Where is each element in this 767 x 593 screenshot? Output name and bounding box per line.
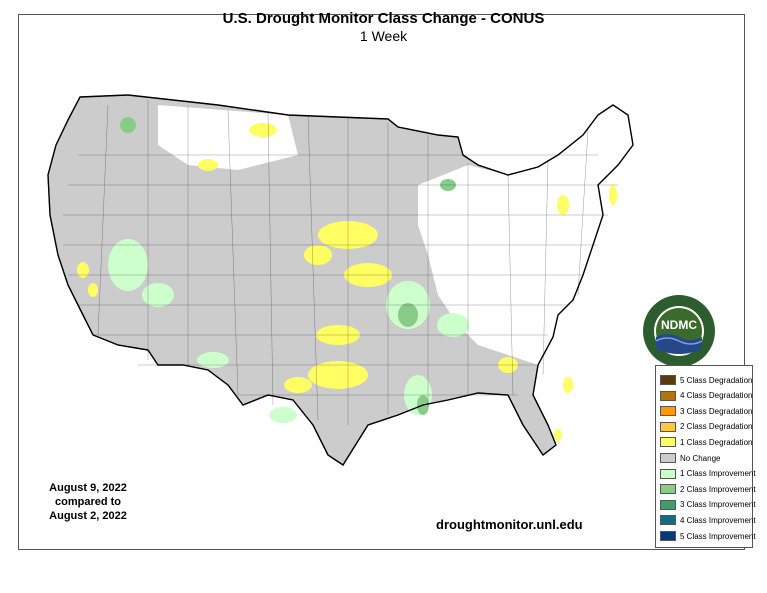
map-title: U.S. Drought Monitor Class Change - CONU… (222, 10, 545, 27)
legend-label: 4 Class Degradation (680, 391, 753, 401)
legend-item: 4 Class Improvement (660, 514, 756, 526)
logo-text: NDMC (661, 318, 697, 332)
legend-label: 5 Class Improvement (680, 531, 756, 541)
conus-map (47, 94, 634, 466)
legend-item: 2 Class Degradation (660, 421, 752, 433)
legend-swatch (660, 468, 676, 479)
legend-swatch (660, 515, 676, 526)
legend-swatch (660, 406, 676, 417)
legend: 5 Class Degradation 4 Class Degradation 3 … (655, 365, 756, 548)
legend-item: 3 Class Degradation (660, 405, 752, 417)
legend-label: 4 Class Improvement (680, 515, 756, 525)
legend-item: 1 Class Improvement (660, 468, 756, 480)
source-url[interactable]: droughtmonitor.unl.edu (436, 517, 583, 532)
legend-label: 2 Class Improvement (680, 484, 756, 494)
legend-item: 4 Class Degradation (660, 390, 752, 402)
legend-swatch (660, 421, 676, 432)
legend-swatch (660, 499, 676, 510)
date-previous: August 2, 2022 (49, 510, 127, 522)
legend-item: 1 Class Degradation (660, 436, 752, 448)
legend-swatch (660, 453, 676, 463)
legend-swatch (660, 437, 676, 448)
date-comparison: August 9, 2022 compared to August 2, 202… (28, 481, 148, 523)
legend-swatch (660, 484, 676, 495)
ndmc-logo: NDMC (643, 295, 715, 367)
legend-label: 5 Class Degradation (680, 375, 753, 385)
legend-label: 3 Class Improvement (680, 500, 756, 510)
legend-swatch (660, 531, 676, 541)
legend-swatch (660, 375, 676, 385)
legend-item: No Change (660, 452, 720, 464)
legend-item: 3 Class Improvement (660, 499, 756, 511)
legend-label: No Change (680, 453, 721, 463)
legend-swatch (660, 390, 676, 401)
legend-item: 5 Class Improvement (660, 530, 756, 542)
legend-label: 1 Class Degradation (680, 437, 753, 447)
date-compared-to: compared to (54, 496, 121, 508)
legend-item: 2 Class Improvement (660, 483, 756, 495)
map-subtitle: 1 Week (359, 28, 408, 44)
legend-label: 1 Class Improvement (680, 469, 756, 479)
legend-label: 2 Class Degradation (680, 422, 753, 432)
legend-item: 5 Class Degradation (660, 374, 752, 386)
legend-label: 3 Class Degradation (680, 406, 753, 416)
date-current: August 9, 2022 (49, 482, 127, 494)
